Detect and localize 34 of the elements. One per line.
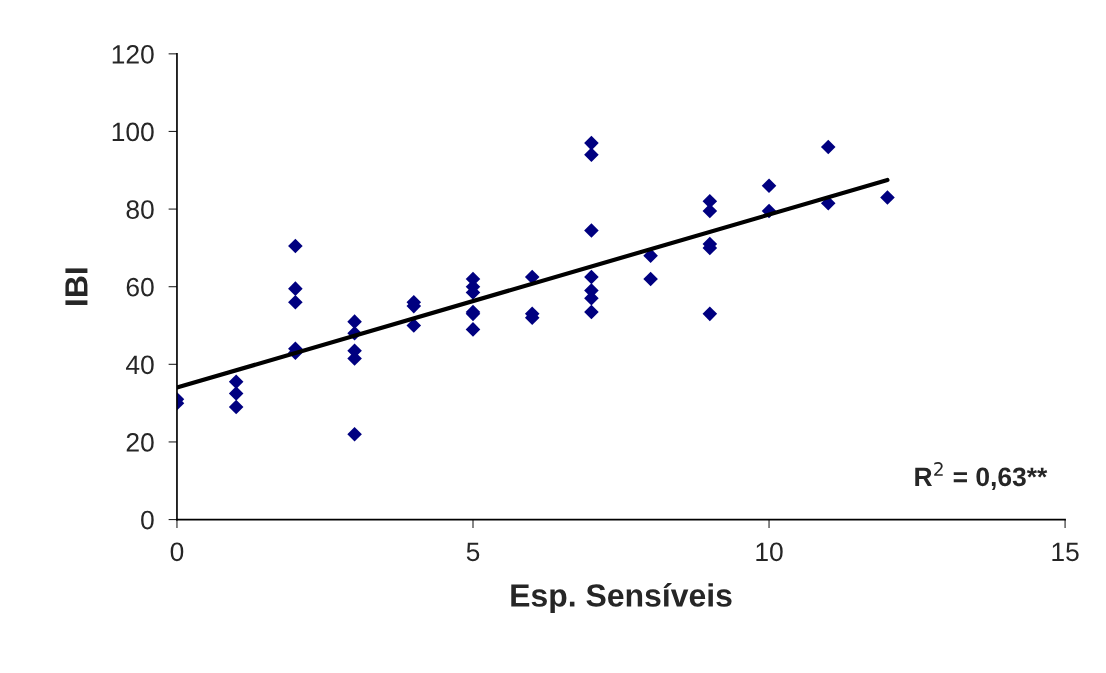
y-tick-label: 40	[125, 355, 154, 375]
point	[288, 281, 303, 296]
point	[702, 306, 718, 322]
point	[288, 238, 303, 254]
y-tick-label: 120	[112, 44, 154, 64]
annotation: R$^{2}$ = 0,63**	[915, 462, 1048, 491]
point	[584, 304, 599, 320]
point	[643, 271, 658, 287]
point	[584, 269, 599, 285]
x-tick-label: 5	[466, 542, 480, 562]
point	[584, 223, 599, 238]
point	[228, 386, 244, 401]
x-tick-label: 0	[170, 542, 184, 562]
y-axis-title: IBI	[65, 268, 88, 305]
y-tick-label: 20	[126, 433, 154, 452]
point	[288, 294, 303, 310]
point	[347, 314, 362, 329]
point	[465, 322, 481, 337]
point	[347, 426, 362, 442]
y-tick-label: 100	[112, 122, 154, 142]
point	[524, 269, 540, 285]
point	[880, 190, 895, 205]
point	[228, 399, 244, 415]
x-tick-label: 15	[1052, 542, 1079, 562]
point	[761, 178, 777, 194]
y-tick-label: 60	[126, 277, 154, 297]
point	[228, 374, 244, 390]
point	[820, 139, 836, 155]
y-tick-label: 80	[126, 200, 154, 219]
x-tick-label: 10	[756, 542, 783, 562]
x-axis-title: Esp. Sensíveis	[511, 583, 732, 614]
point	[584, 135, 599, 151]
point	[584, 147, 599, 163]
y-tick-label: 0	[141, 510, 154, 530]
